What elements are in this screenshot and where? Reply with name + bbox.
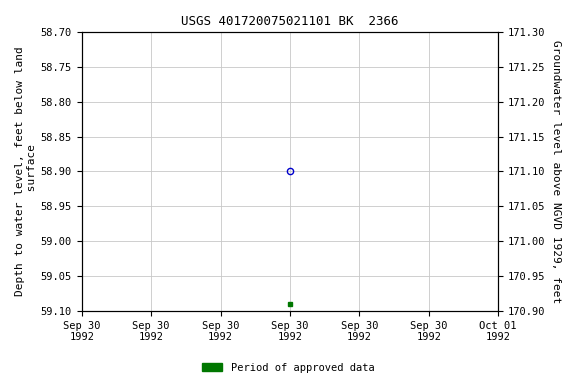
Y-axis label: Groundwater level above NGVD 1929, feet: Groundwater level above NGVD 1929, feet <box>551 40 561 303</box>
Title: USGS 401720075021101 BK  2366: USGS 401720075021101 BK 2366 <box>181 15 399 28</box>
Y-axis label: Depth to water level, feet below land
 surface: Depth to water level, feet below land su… <box>15 46 37 296</box>
Legend: Period of approved data: Period of approved data <box>198 359 378 377</box>
